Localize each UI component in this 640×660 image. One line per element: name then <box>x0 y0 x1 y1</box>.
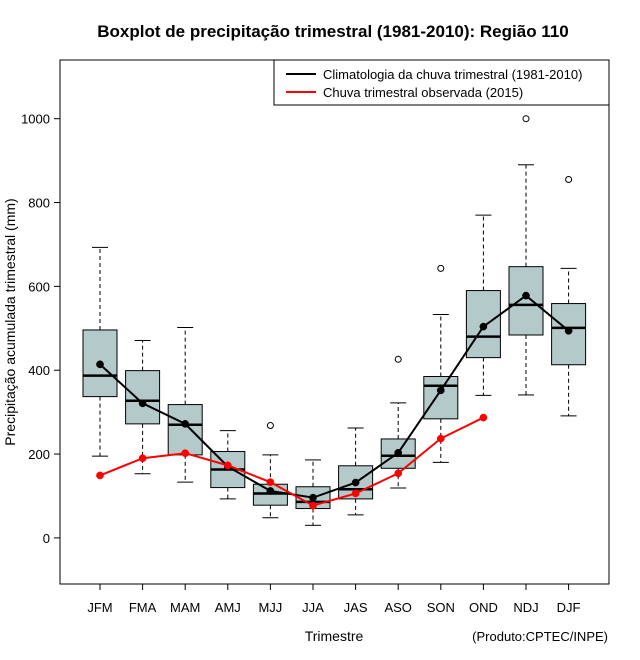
series-lines <box>96 291 573 510</box>
chart-title: Boxplot de precipitação trimestral (1981… <box>97 22 568 41</box>
series-point-climatology <box>394 448 403 457</box>
box-mjj <box>252 422 288 519</box>
iqr-box <box>423 375 459 420</box>
legend-label-climatology: Climatologia da chuva trimestral (1981-2… <box>323 67 582 82</box>
series-point-observed <box>309 501 317 510</box>
series-point-climatology <box>138 399 147 408</box>
series-point-observed <box>96 471 104 480</box>
x-tick-label: ASO <box>384 600 411 615</box>
box-ndj <box>508 115 544 396</box>
outlier-point <box>394 355 402 363</box>
outlier-point <box>522 115 530 123</box>
series-point-climatology <box>181 420 190 428</box>
y-tick-label: 600 <box>28 279 50 294</box>
series-point-climatology <box>309 493 317 502</box>
series-point-observed <box>266 478 275 486</box>
y-axis-label: Precipitação acumulada trimestral (mm) <box>2 198 18 445</box>
x-tick-label: JAS <box>344 600 368 615</box>
x-axis: JFM FMA MAM AMJ MJJ JJA JAS ASO SON OND NDJ DJF <box>87 583 581 615</box>
box-jfm <box>82 246 118 457</box>
series-point-observed <box>181 449 190 458</box>
x-tick-label: SON <box>427 600 455 615</box>
x-tick-label: MAM <box>170 600 200 615</box>
x-tick-label: AMJ <box>215 600 241 615</box>
box-jas <box>338 427 374 516</box>
y-tick-label: 800 <box>28 196 50 211</box>
x-tick-label: MJJ <box>258 600 282 615</box>
y-tick-label: 200 <box>28 447 50 462</box>
x-axis-label: Trimestre <box>305 628 364 644</box>
series-point-climatology <box>522 291 530 300</box>
outlier-point <box>437 264 445 272</box>
iqr-box <box>125 370 161 425</box>
credit-text: (Produto:CPTEC/INPE) <box>472 629 608 644</box>
series-point-climatology <box>436 386 445 395</box>
x-tick-label: JFM <box>87 600 112 615</box>
y-tick-label: 0 <box>43 531 50 546</box>
legend-label-observed: Chuva trimestral observada (2015) <box>323 85 523 100</box>
series-point-climatology <box>564 326 573 335</box>
box-aso <box>380 355 416 489</box>
series-point-observed <box>223 461 232 470</box>
box-djf <box>551 175 587 417</box>
iqr-box <box>167 404 203 456</box>
y-tick-label: 400 <box>28 363 50 378</box>
x-tick-label: JJA <box>302 600 324 615</box>
series-point-climatology <box>351 478 360 487</box>
box-son <box>423 264 459 463</box>
x-tick-label: FMA <box>129 600 157 615</box>
series-line-climatology <box>99 294 570 499</box>
series-point-observed <box>436 434 445 443</box>
legend-box <box>273 59 610 106</box>
series-point-climatology <box>96 360 104 369</box>
series-point-observed <box>351 489 360 498</box>
box-ond <box>465 214 501 396</box>
outlier-point <box>266 422 274 430</box>
series-point-observed <box>394 469 403 478</box>
boxplot-group <box>82 115 587 526</box>
y-tick-label: 1000 <box>21 112 50 127</box>
box-fma <box>125 339 161 475</box>
series-point-observed <box>138 454 147 463</box>
box-mam <box>167 326 203 483</box>
iqr-box <box>508 266 544 336</box>
legend: Climatologia da chuva trimestral (1981-2… <box>273 59 610 106</box>
series-point-observed <box>479 413 488 422</box>
x-tick-label: OND <box>469 600 498 615</box>
outlier-point <box>565 175 573 183</box>
series-point-climatology <box>266 487 275 495</box>
series-line-observed <box>99 416 484 507</box>
x-tick-label: NDJ <box>513 600 538 615</box>
x-tick-label: DJF <box>557 600 581 615</box>
y-axis: 0 200 400 600 800 1000 <box>21 112 61 546</box>
series-point-climatology <box>479 322 488 331</box>
